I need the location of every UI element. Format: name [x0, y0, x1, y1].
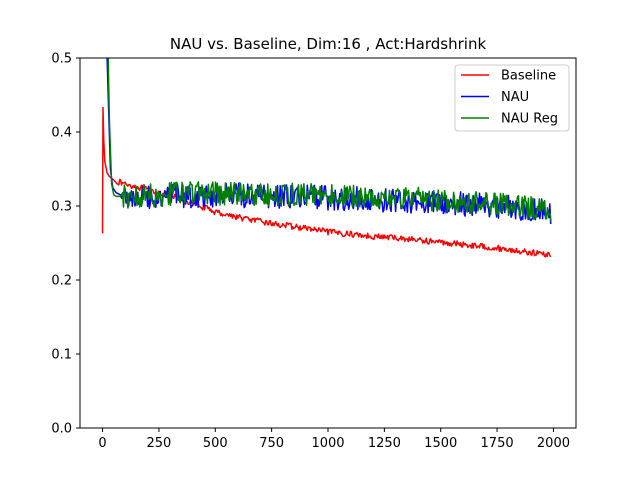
- x-tick-label: 0: [98, 436, 106, 451]
- series-layer: [101, 57, 552, 258]
- y-tick-label: 0.4: [51, 126, 72, 141]
- x-tick-label: 500: [203, 436, 228, 451]
- legend-label-nau-reg: NAU Reg: [501, 112, 558, 127]
- x-tick-label: 1750: [481, 436, 514, 451]
- y-tick-label: 0.5: [51, 52, 72, 67]
- series-line-nau-reg: [107, 57, 552, 222]
- x-tick-label: 750: [259, 436, 284, 451]
- x-tick-label: 250: [146, 436, 171, 451]
- y-tick-label: 0.3: [51, 200, 72, 215]
- x-tick-label: 1000: [311, 436, 344, 451]
- chart-title: NAU vs. Baseline, Dim:16 , Act:Hardshrin…: [170, 35, 487, 53]
- axis-layer: 0 250 500 750 1000 1250 1500 1750 2000 0.0 0.1 0.2 0…: [51, 52, 570, 452]
- x-tick-label: 2000: [537, 436, 570, 451]
- legend: Baseline NAU NAU Reg: [454, 64, 570, 132]
- y-tick-label: 0.0: [51, 422, 72, 437]
- y-tick-label: 0.2: [51, 274, 72, 289]
- y-tick-label: 0.1: [51, 348, 72, 363]
- legend-frame: [454, 64, 570, 132]
- legend-label-nau: NAU: [501, 90, 529, 105]
- legend-label-baseline: Baseline: [501, 69, 556, 84]
- x-tick-label: 1250: [368, 436, 401, 451]
- x-tick-label: 1500: [424, 436, 457, 451]
